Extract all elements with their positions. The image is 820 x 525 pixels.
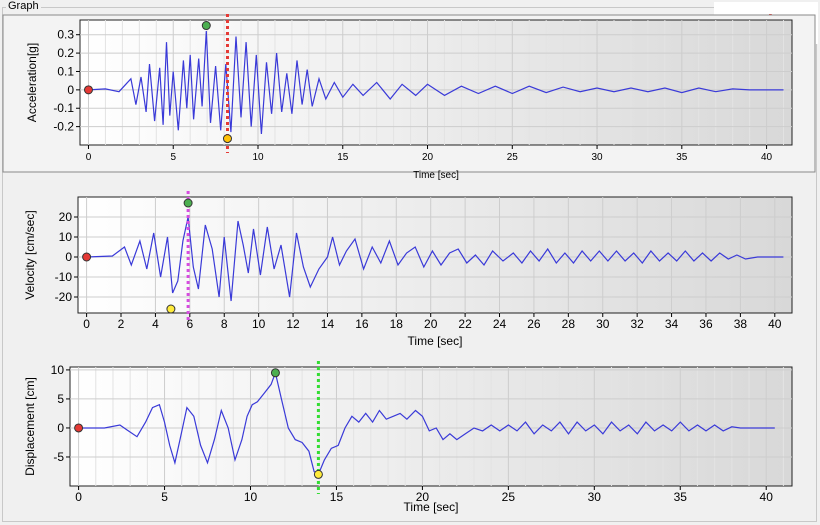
disp-marker bbox=[313, 469, 323, 479]
disp-x-tick-label: 40 bbox=[760, 490, 774, 504]
vel-x-tick-label: 34 bbox=[665, 317, 679, 331]
vel-x-tick-label: 0 bbox=[83, 317, 90, 331]
disp-x-tick-label: 15 bbox=[330, 490, 344, 504]
acc-y-tick-label: 0.3 bbox=[57, 28, 74, 42]
acc-x-tick-label: 5 bbox=[170, 152, 176, 163]
vel-x-tick-label: 22 bbox=[458, 317, 472, 331]
acc-y-tick-label: -0.1 bbox=[53, 101, 74, 115]
disp-x-tick-label: 0 bbox=[75, 490, 82, 504]
acc-x-axis-label: Time [sec] bbox=[413, 170, 459, 181]
acc-y-axis-label: Acceleration[g] bbox=[25, 43, 39, 122]
disp-x-tick-label: 30 bbox=[588, 490, 602, 504]
disp-chart: 0 5 10 15 20 25 30 35 40 10 5 0 -5 Time [sec] Displace… bbox=[23, 361, 793, 514]
acc-x-tick-label: 15 bbox=[337, 152, 349, 163]
vel-x-tick-label: 6 bbox=[186, 317, 193, 331]
disp-x-tick-label: 20 bbox=[416, 490, 430, 504]
vel-x-axis-label: Time [sec] bbox=[408, 334, 463, 348]
disp-y-tick-label: 0 bbox=[57, 421, 64, 435]
vel-y-tick-label: 0 bbox=[65, 250, 72, 264]
vel-x-tick-label: 4 bbox=[152, 317, 159, 331]
vel-x-tick-label: 38 bbox=[734, 317, 748, 331]
vel-chart: 0 2 4 6 8 10 12 14 16 18 20 22 24 26 28 30 32 34 36 38 40201… bbox=[23, 191, 793, 348]
acc-marker bbox=[222, 134, 232, 144]
vel-marker bbox=[183, 198, 193, 208]
acc-y-tick-label: 0 bbox=[67, 83, 74, 97]
disp-y-axis-label: Displacement [cm] bbox=[23, 377, 37, 476]
vel-x-tick-label: 16 bbox=[355, 317, 369, 331]
vel-y-tick-label: -20 bbox=[55, 290, 73, 304]
acc-x-tick-label: 40 bbox=[761, 152, 773, 163]
vel-marker bbox=[82, 252, 92, 262]
acc-x-tick-label: 20 bbox=[422, 152, 434, 163]
vel-x-tick-label: 24 bbox=[493, 317, 507, 331]
acc-x-tick-label: 30 bbox=[591, 152, 603, 163]
disp-plot-area bbox=[69, 366, 793, 487]
acc-x-tick-label: 25 bbox=[507, 152, 519, 163]
vel-marker bbox=[166, 304, 176, 314]
disp-series-line bbox=[78, 370, 775, 476]
vel-x-tick-label: 10 bbox=[252, 317, 266, 331]
disp-y-tick-label: 10 bbox=[51, 363, 65, 377]
acc-y-tick-label: -0.2 bbox=[53, 120, 74, 134]
graph-groupbox bbox=[2, 7, 817, 522]
vel-x-tick-label: 20 bbox=[424, 317, 438, 331]
vel-y-tick-label: 20 bbox=[59, 210, 73, 224]
vel-y-tick-label: 10 bbox=[59, 230, 73, 244]
vel-series-line bbox=[86, 216, 784, 302]
vel-x-tick-label: 36 bbox=[699, 317, 713, 331]
vel-x-tick-label: 40 bbox=[768, 317, 782, 331]
vel-x-tick-label: 32 bbox=[630, 317, 644, 331]
acc-plot-area bbox=[79, 19, 793, 146]
acc-y-tick-label: 0.2 bbox=[57, 46, 74, 60]
disp-x-axis-label: Time [sec] bbox=[404, 500, 459, 514]
vel-y-tick-label: -10 bbox=[55, 270, 73, 284]
vel-x-tick-label: 2 bbox=[118, 317, 125, 331]
acc-x-tick-label: 10 bbox=[252, 152, 264, 163]
disp-x-tick-label: 25 bbox=[502, 490, 516, 504]
disp-x-tick-label: 5 bbox=[161, 490, 168, 504]
vel-x-tick-label: 18 bbox=[390, 317, 404, 331]
vel-x-tick-label: 14 bbox=[321, 317, 335, 331]
graph-group-title: Graph bbox=[6, 0, 41, 12]
acc-marker bbox=[201, 21, 211, 31]
acc-chart: 0 5 10 15 20 25 30 35 40 0.3 0.2 0.1 0 -0.1 -0.2 Time [… bbox=[2, 14, 816, 181]
disp-marker bbox=[74, 423, 84, 433]
vel-y-axis-label: Velocity [cm/sec] bbox=[23, 210, 37, 299]
disp-y-tick-label: -5 bbox=[53, 450, 64, 464]
acc-x-tick-label: 35 bbox=[676, 152, 688, 163]
vel-x-tick-label: 30 bbox=[596, 317, 610, 331]
acc-marker bbox=[83, 85, 93, 95]
disp-x-tick-label: 35 bbox=[674, 490, 688, 504]
disp-x-tick-label: 10 bbox=[244, 490, 258, 504]
vel-x-tick-label: 8 bbox=[221, 317, 228, 331]
acc-series-line bbox=[88, 30, 784, 135]
acc-x-tick-label: 0 bbox=[86, 152, 92, 163]
vel-x-tick-label: 28 bbox=[562, 317, 576, 331]
vel-x-tick-label: 12 bbox=[286, 317, 300, 331]
disp-marker bbox=[270, 368, 280, 378]
disp-y-tick-label: 5 bbox=[57, 392, 64, 406]
acc-y-tick-label: 0.1 bbox=[57, 64, 74, 78]
vel-x-tick-label: 26 bbox=[527, 317, 541, 331]
